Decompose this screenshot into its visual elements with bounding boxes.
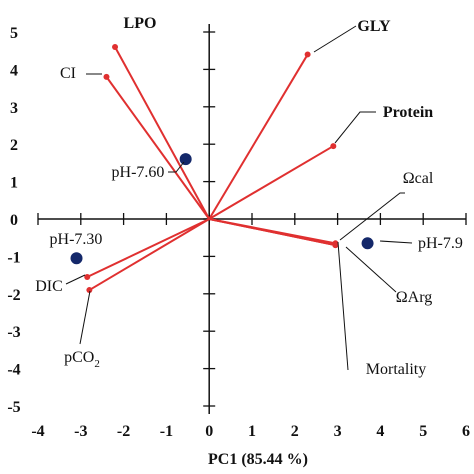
vector-label-dic-leader — [65, 274, 86, 285]
vector-label-arg-leader — [345, 246, 397, 293]
vector-protein-line — [208, 145, 334, 220]
x-tick-label: 6 — [462, 423, 470, 440]
loading-vectors — [84, 43, 339, 294]
y-tick-label: -5 — [7, 399, 20, 416]
vector-lpo-line — [114, 46, 211, 220]
vector-label-dic: DIC — [35, 278, 63, 295]
vector-label-lpo: LPO — [124, 15, 157, 32]
vector-label-pco-subscript: 2 — [94, 358, 100, 370]
score-points — [70, 153, 374, 265]
labels: LPO CI GLY Protein Ωcal ΩArg Mortality DIC pCO2 p… — [35, 15, 463, 378]
vector-label-mortality-leader — [337, 241, 349, 371]
y-tick-label: -2 — [7, 287, 20, 304]
vector-label-gly-leader — [313, 25, 357, 53]
axes: -4 -3 -2 -1 0 1 2 3 4 5 6 5 4 3 2 1 0 -1 -2 -3 -4 -5 — [7, 24, 470, 440]
vector-protein-tip — [330, 143, 337, 150]
vector-label-cal-leader — [339, 192, 405, 241]
y-tick-label: -1 — [7, 249, 20, 266]
score-point-ph79 — [361, 237, 374, 250]
vector-dic-tip — [84, 273, 91, 280]
vector-gly-tip — [304, 51, 311, 58]
y-tick-label: 3 — [10, 100, 18, 117]
vector-label-pco-leader — [79, 290, 91, 345]
vector-dic-line — [86, 218, 210, 278]
score-label-ph79: pH-7.9 — [418, 235, 463, 252]
vector-gly-line — [208, 53, 309, 220]
score-point-ph730 — [70, 252, 83, 265]
vector-label-mortality: Mortality — [366, 361, 426, 378]
x-tick-label: -4 — [31, 423, 44, 440]
y-tick-label: -4 — [7, 362, 20, 379]
x-axis-title: PC1 (85.44 %) — [208, 451, 308, 468]
x-tick-label: 3 — [334, 423, 342, 440]
y-tick-label: -3 — [7, 324, 20, 341]
x-tick-label: 4 — [376, 423, 384, 440]
vector-mortality-line — [208, 218, 336, 247]
vector-pco-line — [88, 218, 210, 291]
x-tick-label: 5 — [419, 423, 427, 440]
y-tick-label: 5 — [10, 25, 18, 42]
vector-mortality-tip — [332, 242, 339, 249]
score-label-ph730: pH-7.30 — [50, 231, 103, 248]
y-tick-label: 2 — [10, 137, 18, 154]
vector-lpo-tip — [112, 43, 119, 50]
y-tick-label: 0 — [10, 212, 18, 229]
x-tick-label: 0 — [205, 423, 213, 440]
score-point-ph760 — [179, 153, 192, 166]
y-tick-label: 4 — [10, 62, 18, 79]
vector-label-ci: CI — [60, 65, 76, 82]
x-tick-label: 1 — [248, 423, 256, 440]
vector-pco-tip — [86, 287, 93, 294]
score-label-ph760: pH-7.60 — [112, 164, 165, 181]
y-tick-label: 1 — [10, 175, 18, 192]
x-tick-label: -3 — [74, 423, 87, 440]
vector-label-protein: Protein — [383, 104, 433, 121]
x-tick-label: 2 — [291, 423, 299, 440]
vector-label-arg: ΩArg — [396, 289, 432, 306]
vector-ci-line — [105, 76, 211, 220]
vector-label-gly: GLY — [357, 18, 391, 35]
x-tick-label: -2 — [117, 423, 130, 440]
x-tick-label: -1 — [160, 423, 173, 440]
vector-label-protein-leader — [334, 111, 376, 144]
score-label-ph79-leader — [379, 240, 413, 244]
vector-label-pco: pCO2 — [64, 349, 100, 370]
vector-ci-tip — [103, 73, 110, 80]
vector-label-cal: Ωcal — [403, 170, 434, 187]
score-label-ph760-leader — [168, 161, 185, 173]
